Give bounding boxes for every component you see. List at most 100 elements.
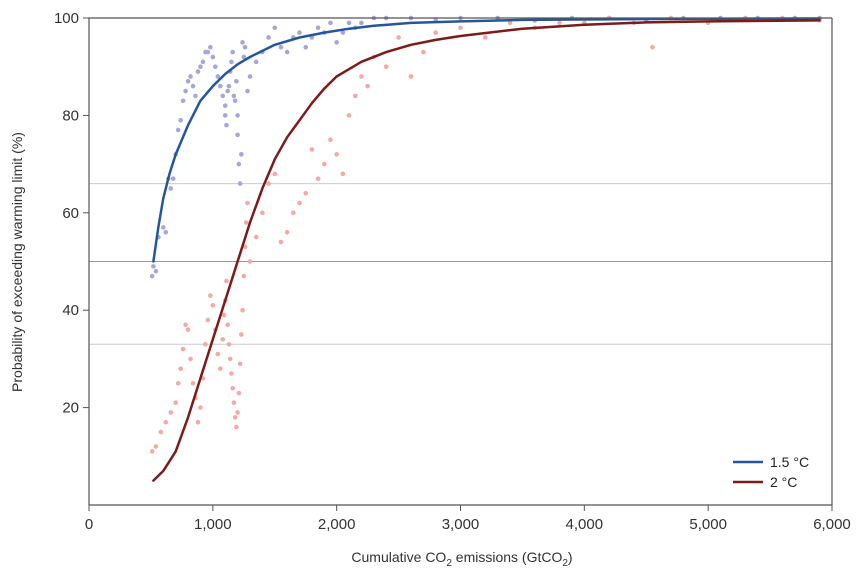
legend-label-0: 1.5 °C	[770, 454, 809, 470]
point-series1-52	[291, 210, 296, 216]
point-series1-43	[243, 220, 249, 225]
point-series1-1	[153, 444, 159, 449]
point-series0-16	[190, 83, 196, 89]
curve-series1	[152, 19, 821, 482]
point-series1-10	[185, 327, 191, 332]
point-series1-64	[365, 83, 370, 89]
point-series1-23	[217, 366, 223, 371]
point-series0-60	[315, 25, 321, 31]
point-series1-41	[241, 273, 247, 279]
y-tick-label-2: 60	[62, 205, 79, 222]
point-series0-65	[346, 20, 352, 26]
point-series0-49	[247, 74, 253, 79]
point-series1-11	[188, 356, 193, 362]
y-tick-label-1: 40	[62, 302, 79, 319]
point-series1-38	[237, 361, 243, 367]
point-series0-48	[245, 88, 250, 94]
y-tick-label-4: 100	[54, 10, 79, 27]
point-series1-48	[266, 181, 271, 186]
point-series0-53	[272, 25, 278, 31]
point-series1-18	[205, 317, 211, 323]
x-tick-label-3: 3,000	[442, 516, 480, 533]
point-series0-32	[225, 88, 230, 94]
point-series1-66	[383, 64, 389, 69]
point-series1-71	[458, 25, 463, 31]
point-series0-20	[200, 59, 206, 65]
point-series0-47	[242, 44, 248, 50]
point-series1-53	[297, 200, 302, 206]
x-tick-label-2: 2,000	[318, 516, 356, 533]
x-ticks: 0 1,000 2,000 3,000 4,000 5,000 6,000	[85, 505, 851, 533]
y-axis-label: Probability of exceeding warming limit (…	[9, 132, 25, 392]
point-series0-13	[183, 88, 188, 94]
point-series1-24	[220, 337, 226, 342]
point-series0-19	[198, 64, 203, 69]
point-series1-27	[224, 278, 229, 284]
point-series1-63	[359, 74, 364, 79]
point-series1-69	[421, 49, 426, 55]
x-tick-label-1: 1,000	[194, 516, 232, 533]
point-series0-33	[226, 83, 232, 89]
point-series0-4	[161, 225, 166, 230]
point-series0-2	[153, 268, 159, 274]
point-series1-22	[215, 351, 221, 357]
point-series1-57	[321, 161, 327, 167]
point-series1-62	[352, 93, 358, 99]
point-series1-67	[396, 35, 401, 40]
point-series1-29	[226, 341, 232, 347]
point-series0-55	[284, 49, 290, 55]
point-series0-7	[168, 186, 174, 191]
point-series1-0	[149, 449, 155, 454]
point-series1-68	[408, 74, 414, 79]
x-tick-label-4: 4,000	[566, 516, 604, 533]
point-series1-37	[236, 390, 242, 396]
point-series1-56	[315, 176, 321, 182]
point-series1-31	[229, 371, 234, 376]
point-series0-42	[236, 161, 242, 167]
point-series1-55	[309, 147, 315, 152]
point-series0-36	[230, 49, 235, 55]
point-series0-37	[231, 93, 237, 99]
point-series1-28	[225, 322, 230, 328]
reference-lines	[89, 183, 832, 345]
point-series0-40	[235, 113, 240, 118]
point-series1-44	[245, 200, 250, 206]
point-series1-15	[198, 405, 203, 410]
point-series1-3	[163, 419, 169, 425]
data-points	[149, 15, 822, 454]
point-series0-45	[240, 40, 245, 45]
point-series1-7	[178, 366, 183, 371]
point-series1-12	[190, 380, 196, 386]
point-series1-40	[240, 307, 245, 313]
point-series0-67	[359, 20, 364, 26]
point-series0-17	[193, 93, 198, 99]
point-series1-75	[557, 20, 562, 26]
point-series1-35	[234, 424, 239, 430]
point-series1-34	[232, 415, 238, 420]
point-series0-46	[241, 54, 247, 60]
point-series1-50	[278, 239, 284, 245]
fitted-curves	[152, 17, 821, 482]
point-series1-33	[231, 400, 237, 406]
y-tick-label-3: 80	[62, 107, 79, 124]
point-series1-54	[303, 191, 309, 196]
legend-label-1: 2 °C	[770, 474, 797, 490]
point-series1-32	[230, 385, 235, 391]
point-series0-39	[234, 79, 239, 84]
point-series0-41	[235, 132, 240, 138]
point-series1-25	[221, 312, 227, 318]
point-series1-59	[334, 152, 339, 157]
point-series0-8	[170, 176, 176, 182]
point-series1-19	[208, 293, 213, 298]
point-series0-27	[217, 83, 223, 89]
point-series0-22	[205, 49, 211, 55]
point-series0-30	[222, 113, 228, 118]
point-series0-23	[208, 44, 213, 50]
legend: 1.5 °C 2 °C	[733, 454, 809, 490]
point-series1-14	[195, 419, 201, 425]
point-series1-47	[260, 210, 265, 216]
point-series0-50	[253, 59, 259, 65]
point-series0-5	[163, 229, 169, 235]
point-series0-14	[185, 79, 191, 84]
point-series1-2	[158, 429, 164, 435]
